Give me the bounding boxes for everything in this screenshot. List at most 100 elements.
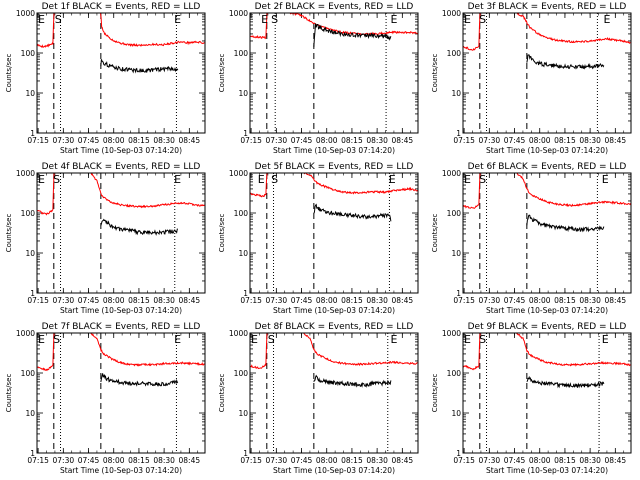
plot-frame (36, 332, 206, 454)
x-tick-label: 08:00 (529, 136, 551, 145)
annotation-e: E (38, 173, 45, 186)
y-axis-label: Counts/sec (431, 214, 439, 253)
x-tick-label: 08:00 (316, 456, 338, 465)
panel-2: Det 2f BLACK = Events, RED = LLD Counts/s… (218, 2, 419, 155)
annotation-e: E (389, 173, 396, 186)
x-tick-label: 08:30 (366, 296, 388, 305)
panel-title: Det 2f BLACK = Events, RED = LLD (255, 2, 414, 12)
series-events (100, 59, 179, 74)
series-lld (37, 173, 205, 216)
y-tick-label: 100 (21, 369, 36, 378)
annotation-e: E (464, 13, 471, 26)
panel-title: Det 4f BLACK = Events, RED = LLD (42, 162, 201, 172)
x-tick-label: 08:15 (128, 456, 150, 465)
series-lld (37, 13, 205, 48)
x-tick-label: 08:45 (179, 456, 201, 465)
x-tick-label: 08:30 (579, 136, 601, 145)
x-tick-label: 07:15 (27, 136, 49, 145)
annotation-e: E (174, 173, 181, 186)
panel-title: Det 9f BLACK = Events, RED = LLD (468, 322, 627, 332)
series-events (100, 373, 179, 387)
x-tick-label: 07:30 (479, 456, 501, 465)
annotation-e: E (174, 13, 181, 26)
x-tick-label: 07:15 (240, 136, 262, 145)
plot-frame (36, 12, 206, 134)
annotation-e: E (174, 333, 181, 346)
y-axis-label: Counts/sec (218, 214, 226, 253)
x-tick-label: 08:30 (579, 456, 601, 465)
plot-frame (36, 172, 206, 294)
annotation-e: E (251, 333, 258, 346)
x-tick-label: 07:30 (53, 456, 75, 465)
x-axis-label: Start Time (10-Sep-03 07:14:20) (60, 466, 182, 475)
y-tick-label: 10 (451, 409, 461, 418)
panel-9: Det 9f BLACK = Events, RED = LLD Counts/s… (431, 322, 632, 475)
x-axis-label: Start Time (10-Sep-03 07:14:20) (60, 306, 182, 315)
y-tick-label: 1 (456, 449, 461, 458)
y-tick-label: 100 (234, 209, 249, 218)
x-tick-label: 08:15 (341, 136, 363, 145)
panel-3: Det 3f BLACK = Events, RED = LLD Counts/s… (431, 2, 632, 155)
x-tick-label: 08:15 (128, 136, 150, 145)
x-tick-label: 07:30 (266, 296, 288, 305)
annotation-e: E (390, 13, 397, 26)
y-tick-label: 10 (238, 249, 248, 258)
x-tick-label: 07:45 (78, 296, 100, 305)
annotation-e: E (261, 13, 268, 26)
y-tick-label: 1 (243, 449, 248, 458)
x-tick-label: 08:00 (529, 456, 551, 465)
x-tick-label: 07:15 (27, 296, 49, 305)
panel-5: Det 5f BLACK = Events, RED = LLD Counts/s… (218, 162, 419, 315)
annotation-e: E (464, 333, 471, 346)
panel-title: Det 1f BLACK = Events, RED = LLD (42, 2, 201, 12)
x-tick-label: 08:45 (179, 296, 201, 305)
x-tick-label: 08:15 (554, 296, 576, 305)
y-axis-label: Counts/sec (5, 374, 13, 413)
annotation-s: S (268, 333, 275, 346)
annotation-e: E (38, 13, 45, 26)
y-tick-label: 1 (30, 129, 35, 138)
y-tick-label: 10 (238, 89, 248, 98)
y-tick-label: 10 (451, 249, 461, 258)
y-tick-label: 100 (21, 209, 36, 218)
y-tick-label: 100 (234, 369, 249, 378)
y-axis-label: Counts/sec (431, 54, 439, 93)
panel-1: Det 1f BLACK = Events, RED = LLD Counts/s… (5, 2, 206, 155)
x-tick-label: 07:15 (27, 456, 49, 465)
series-events (526, 214, 605, 233)
y-tick-label: 1000 (442, 169, 461, 178)
x-tick-label: 07:45 (504, 456, 526, 465)
series-events (313, 203, 392, 222)
y-tick-label: 1000 (16, 329, 35, 338)
x-tick-label: 07:45 (291, 136, 313, 145)
x-tick-label: 07:15 (240, 296, 262, 305)
x-tick-label: 08:15 (341, 296, 363, 305)
y-tick-label: 1000 (229, 9, 248, 18)
panel-4: Det 4f BLACK = Events, RED = LLD Counts/s… (5, 162, 206, 315)
annotation-s: S (479, 333, 486, 346)
panel-title: Det 3f BLACK = Events, RED = LLD (468, 2, 627, 12)
y-tick-label: 1000 (16, 169, 35, 178)
x-tick-label: 08:30 (366, 136, 388, 145)
x-tick-label: 07:45 (291, 456, 313, 465)
x-tick-label: 08:00 (316, 136, 338, 145)
x-axis-label: Start Time (10-Sep-03 07:14:20) (486, 466, 608, 475)
x-tick-label: 07:30 (266, 136, 288, 145)
y-tick-label: 1 (30, 449, 35, 458)
annotation-e: E (258, 173, 265, 186)
y-tick-label: 100 (234, 49, 249, 58)
x-tick-label: 07:30 (479, 296, 501, 305)
x-tick-label: 07:15 (453, 136, 475, 145)
x-tick-label: 07:45 (504, 296, 526, 305)
y-axis-label: Counts/sec (218, 54, 226, 93)
x-axis-label: Start Time (10-Sep-03 07:14:20) (273, 146, 395, 155)
y-tick-label: 10 (25, 89, 35, 98)
annotation-s: S (53, 173, 60, 186)
plot-frame (249, 12, 419, 134)
x-axis-label: Start Time (10-Sep-03 07:14:20) (486, 146, 608, 155)
series-lld (37, 333, 205, 372)
annotation-e: E (38, 333, 45, 346)
x-tick-label: 08:30 (153, 136, 175, 145)
x-axis-label: Start Time (10-Sep-03 07:14:20) (273, 466, 395, 475)
x-tick-label: 08:45 (392, 296, 414, 305)
